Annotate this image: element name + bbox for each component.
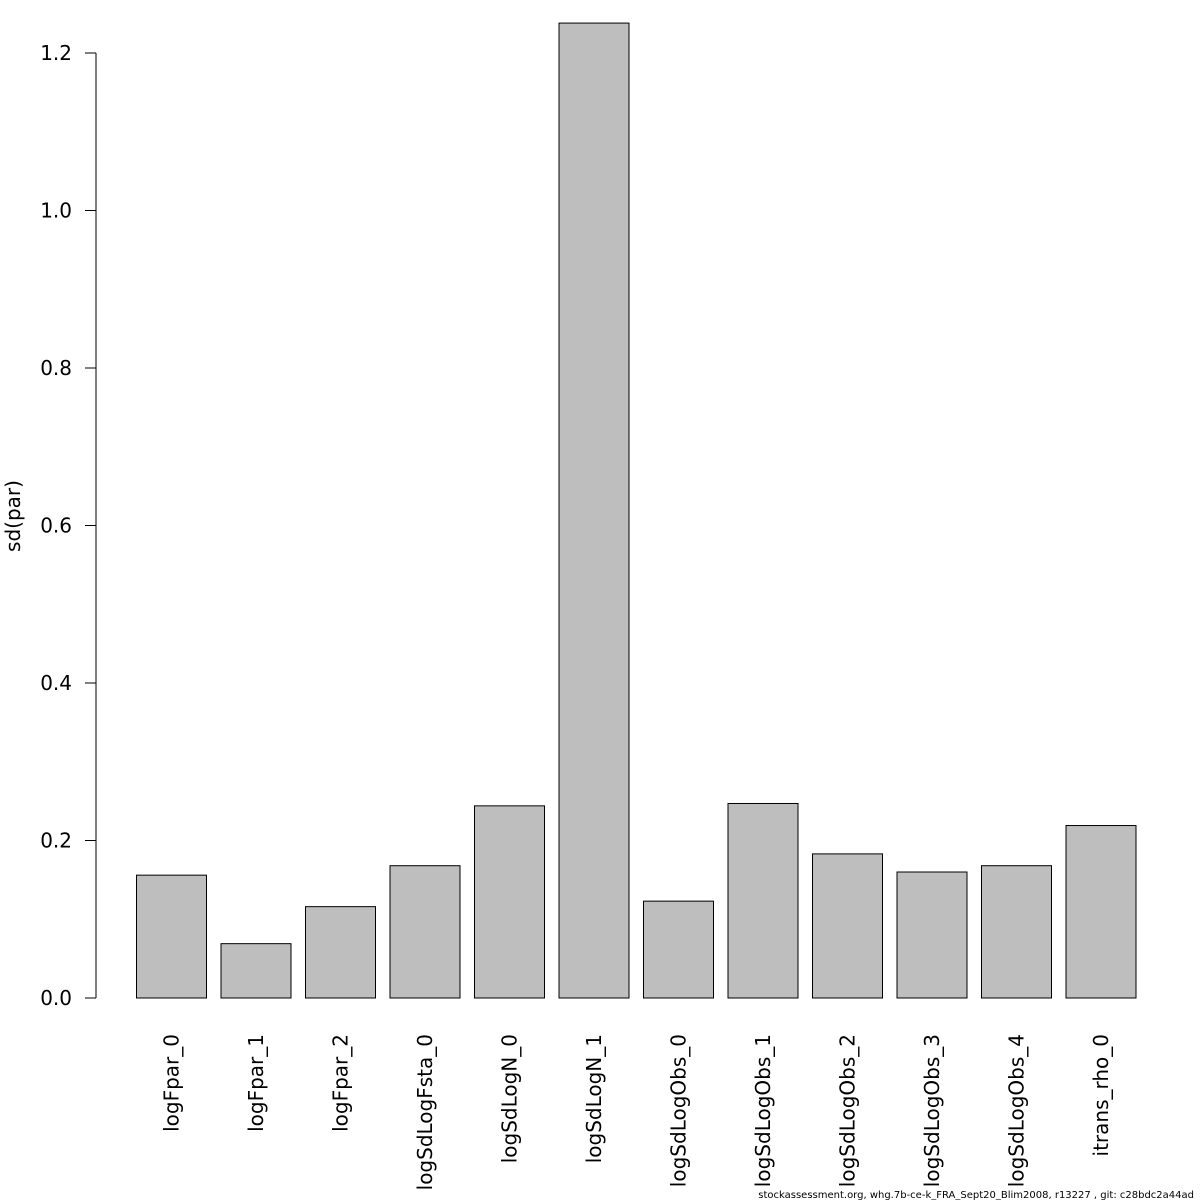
- x-tick-label: logSdLogObs_4: [1005, 1034, 1029, 1187]
- bar-logSdLogFsta_0: [389, 865, 461, 999]
- bar-logFpar_0: [136, 874, 207, 999]
- x-tick-label: logSdLogN_0: [498, 1034, 522, 1163]
- bar-logFpar_1: [220, 943, 292, 999]
- x-tick-label: logFpar_1: [244, 1034, 268, 1132]
- x-tick-label: logSdLogN_1: [582, 1034, 606, 1163]
- y-axis-label: sd(par): [1, 480, 25, 552]
- x-tick-label: logSdLogObs_0: [667, 1034, 691, 1187]
- bar-logSdLogN_1: [558, 22, 630, 999]
- x-tick-label: logFpar_2: [329, 1034, 353, 1132]
- y-axis: 0.0 0.2 0.4 0.6 0.8 1.0 1.2: [40, 41, 97, 1010]
- footer-text: stockassessment.org, whg.7b-ce-k_FRA_Sep…: [758, 1190, 1194, 1200]
- y-tick-label: 0.2: [40, 829, 72, 853]
- x-tick-label: logSdLogObs_3: [920, 1034, 944, 1187]
- y-tick-label: 0.4: [40, 671, 72, 695]
- y-tick-label: 1.0: [40, 199, 72, 223]
- bar-logSdLogObs_2: [812, 853, 883, 999]
- x-tick-label: logSdLogObs_1: [751, 1034, 775, 1187]
- bars: [136, 22, 1137, 999]
- x-tick-label: logSdLogFsta_0: [413, 1034, 437, 1190]
- bar-logFpar_2: [305, 906, 376, 999]
- y-tick-label: 0.6: [40, 514, 72, 538]
- category-labels: logFpar_0 logFpar_1 logFpar_2 logSdLogFsta_…: [160, 1034, 1114, 1190]
- y-tick-label: 0.8: [40, 356, 72, 380]
- bar-logSdLogN_0: [474, 805, 545, 999]
- y-tick-label: 0.0: [40, 986, 72, 1010]
- y-tick-label: 1.2: [40, 41, 72, 65]
- bar-logSdLogObs_1: [727, 802, 799, 999]
- x-tick-label: logSdLogObs_2: [836, 1034, 860, 1187]
- x-tick-label: itrans_rho_0: [1089, 1034, 1113, 1156]
- bar-logSdLogObs_3: [896, 871, 968, 999]
- bar-logSdLogObs_0: [643, 900, 714, 999]
- bar-logSdLogObs_4: [981, 865, 1052, 999]
- x-tick-label: logFpar_0: [160, 1034, 184, 1132]
- bar-itrans_rho_0: [1065, 825, 1137, 999]
